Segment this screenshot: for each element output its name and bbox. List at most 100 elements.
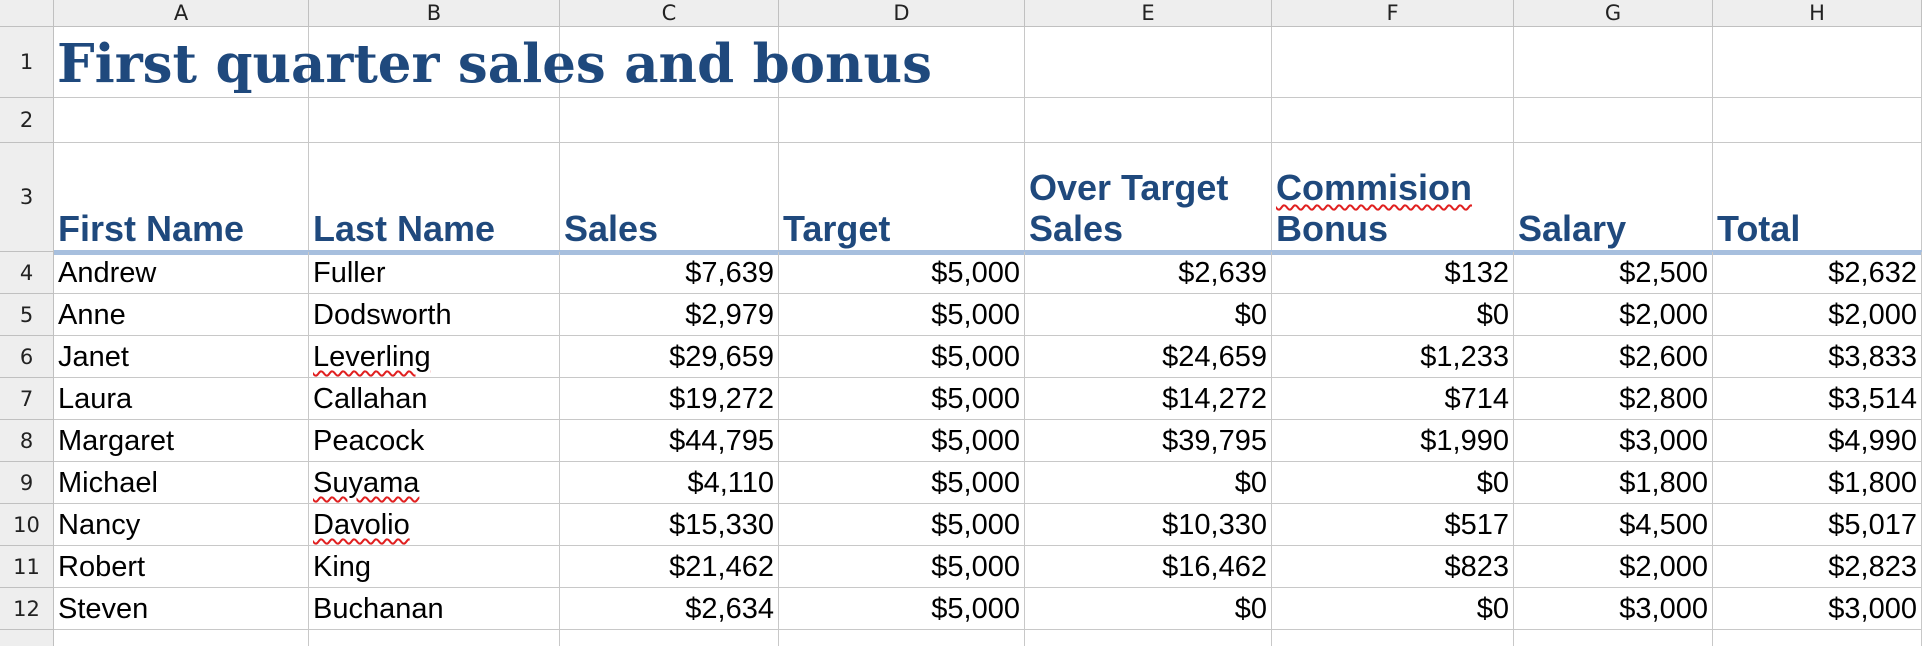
cell-b5[interactable]: Dodsworth xyxy=(309,294,560,336)
column-title-over-target-sales[interactable]: Over Target Sales xyxy=(1025,143,1272,252)
cell-g5[interactable]: $2,000 xyxy=(1514,294,1713,336)
cell-e1[interactable] xyxy=(1025,27,1272,98)
cell-d12[interactable]: $5,000 xyxy=(779,588,1025,630)
cell-d5[interactable]: $5,000 xyxy=(779,294,1025,336)
cell-b12[interactable]: Buchanan xyxy=(309,588,560,630)
column-title-sales[interactable]: Sales xyxy=(560,143,779,252)
row-header-3[interactable]: 3 xyxy=(0,143,54,252)
select-all-corner[interactable] xyxy=(0,0,54,27)
row-header-9[interactable]: 9 xyxy=(0,462,54,504)
cell-b4[interactable]: Fuller xyxy=(309,252,560,294)
cell-h9[interactable]: $1,800 xyxy=(1713,462,1922,504)
row-header-13[interactable]: 13 xyxy=(0,630,54,646)
row-header-8[interactable]: 8 xyxy=(0,420,54,462)
cell-a11[interactable]: Robert xyxy=(54,546,309,588)
cell-d2[interactable] xyxy=(779,98,1025,143)
cell-a13[interactable] xyxy=(54,630,309,646)
cell-e13[interactable] xyxy=(1025,630,1272,646)
cell-f5[interactable]: $0 xyxy=(1272,294,1514,336)
row-header-2[interactable]: 2 xyxy=(0,98,54,143)
column-title-first-name[interactable]: First Name xyxy=(54,143,309,252)
cell-g8[interactable]: $3,000 xyxy=(1514,420,1713,462)
cell-f7[interactable]: $714 xyxy=(1272,378,1514,420)
cell-g13[interactable] xyxy=(1514,630,1713,646)
cell-e4[interactable]: $2,639 xyxy=(1025,252,1272,294)
column-title-target[interactable]: Target xyxy=(779,143,1025,252)
cell-f9[interactable]: $0 xyxy=(1272,462,1514,504)
cell-a1[interactable] xyxy=(54,27,309,98)
cell-f2[interactable] xyxy=(1272,98,1514,143)
cell-h12[interactable]: $3,000 xyxy=(1713,588,1922,630)
column-header-f[interactable]: F xyxy=(1272,0,1514,27)
cell-b1[interactable] xyxy=(309,27,560,98)
cell-g6[interactable]: $2,600 xyxy=(1514,336,1713,378)
cell-c8[interactable]: $44,795 xyxy=(560,420,779,462)
cell-g4[interactable]: $2,500 xyxy=(1514,252,1713,294)
row-header-7[interactable]: 7 xyxy=(0,378,54,420)
cell-d9[interactable]: $5,000 xyxy=(779,462,1025,504)
cell-h13[interactable] xyxy=(1713,630,1922,646)
row-header-4[interactable]: 4 xyxy=(0,252,54,294)
column-title-commision-bonus[interactable]: Commision Bonus xyxy=(1272,143,1514,252)
cell-a10[interactable]: Nancy xyxy=(54,504,309,546)
cell-d7[interactable]: $5,000 xyxy=(779,378,1025,420)
cell-d10[interactable]: $5,000 xyxy=(779,504,1025,546)
cell-e11[interactable]: $16,462 xyxy=(1025,546,1272,588)
cell-d1[interactable] xyxy=(779,27,1025,98)
row-header-6[interactable]: 6 xyxy=(0,336,54,378)
cell-b9[interactable]: Suyama xyxy=(309,462,560,504)
cell-h8[interactable]: $4,990 xyxy=(1713,420,1922,462)
cell-c7[interactable]: $19,272 xyxy=(560,378,779,420)
cell-e8[interactable]: $39,795 xyxy=(1025,420,1272,462)
cell-c4[interactable]: $7,639 xyxy=(560,252,779,294)
column-header-c[interactable]: C xyxy=(560,0,779,27)
cell-g1[interactable] xyxy=(1514,27,1713,98)
cell-g9[interactable]: $1,800 xyxy=(1514,462,1713,504)
cell-e9[interactable]: $0 xyxy=(1025,462,1272,504)
cell-g11[interactable]: $2,000 xyxy=(1514,546,1713,588)
row-header-11[interactable]: 11 xyxy=(0,546,54,588)
column-title-salary[interactable]: Salary xyxy=(1514,143,1713,252)
cell-a7[interactable]: Laura xyxy=(54,378,309,420)
cell-b13[interactable] xyxy=(309,630,560,646)
cell-f4[interactable]: $132 xyxy=(1272,252,1514,294)
cell-f12[interactable]: $0 xyxy=(1272,588,1514,630)
cell-a9[interactable]: Michael xyxy=(54,462,309,504)
cell-a4[interactable]: Andrew xyxy=(54,252,309,294)
row-header-10[interactable]: 10 xyxy=(0,504,54,546)
column-header-a[interactable]: A xyxy=(54,0,309,27)
cell-h11[interactable]: $2,823 xyxy=(1713,546,1922,588)
cell-g7[interactable]: $2,800 xyxy=(1514,378,1713,420)
cell-e12[interactable]: $0 xyxy=(1025,588,1272,630)
cell-a6[interactable]: Janet xyxy=(54,336,309,378)
column-header-e[interactable]: E xyxy=(1025,0,1272,27)
cell-b2[interactable] xyxy=(309,98,560,143)
cell-c12[interactable]: $2,634 xyxy=(560,588,779,630)
cell-h1[interactable] xyxy=(1713,27,1922,98)
cell-b7[interactable]: Callahan xyxy=(309,378,560,420)
cell-h7[interactable]: $3,514 xyxy=(1713,378,1922,420)
column-header-g[interactable]: G xyxy=(1514,0,1713,27)
cell-f13[interactable] xyxy=(1272,630,1514,646)
cell-c2[interactable] xyxy=(560,98,779,143)
cell-e7[interactable]: $14,272 xyxy=(1025,378,1272,420)
cell-h4[interactable]: $2,632 xyxy=(1713,252,1922,294)
column-header-h[interactable]: H xyxy=(1713,0,1922,27)
column-title-total[interactable]: Total xyxy=(1713,143,1922,252)
cell-g2[interactable] xyxy=(1514,98,1713,143)
cell-c6[interactable]: $29,659 xyxy=(560,336,779,378)
cell-f6[interactable]: $1,233 xyxy=(1272,336,1514,378)
cell-b8[interactable]: Peacock xyxy=(309,420,560,462)
cell-f8[interactable]: $1,990 xyxy=(1272,420,1514,462)
cell-f1[interactable] xyxy=(1272,27,1514,98)
row-header-12[interactable]: 12 xyxy=(0,588,54,630)
row-header-5[interactable]: 5 xyxy=(0,294,54,336)
cell-h6[interactable]: $3,833 xyxy=(1713,336,1922,378)
cell-c5[interactable]: $2,979 xyxy=(560,294,779,336)
cell-h2[interactable] xyxy=(1713,98,1922,143)
cell-c11[interactable]: $21,462 xyxy=(560,546,779,588)
cell-d6[interactable]: $5,000 xyxy=(779,336,1025,378)
cell-d4[interactable]: $5,000 xyxy=(779,252,1025,294)
cell-b6[interactable]: Leverling xyxy=(309,336,560,378)
row-header-1[interactable]: 1 xyxy=(0,27,54,98)
